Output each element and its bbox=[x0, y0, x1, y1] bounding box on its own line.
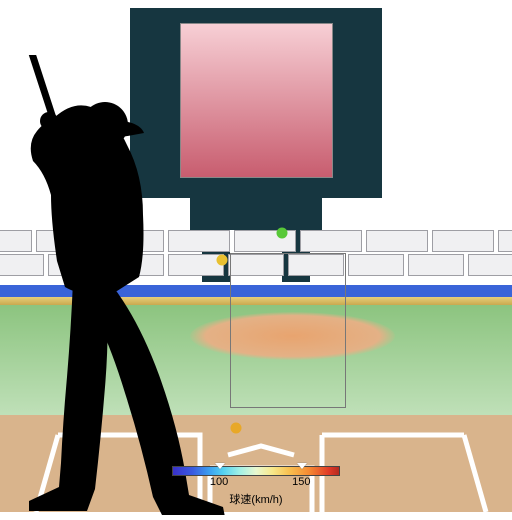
pitch-marker bbox=[277, 228, 288, 239]
stand-seat bbox=[348, 254, 404, 276]
stand-seat bbox=[498, 230, 512, 252]
batter-silhouette bbox=[0, 55, 257, 515]
pitch-location-diagram: 100 150 球速(km/h) bbox=[0, 0, 512, 512]
stand-seat bbox=[408, 254, 464, 276]
colorbar-tick-label: 100 bbox=[210, 476, 228, 488]
colorbar-axis-label: 球速(km/h) bbox=[172, 491, 340, 507]
stand-seat bbox=[366, 230, 428, 252]
speed-legend: 100 150 球速(km/h) bbox=[172, 466, 340, 507]
stand-seat bbox=[300, 230, 362, 252]
colorbar bbox=[172, 466, 340, 476]
stand-seat bbox=[432, 230, 494, 252]
colorbar-tick-label: 150 bbox=[292, 476, 310, 488]
stand-seat bbox=[468, 254, 512, 276]
colorbar-ticks: 100 150 bbox=[172, 476, 340, 490]
